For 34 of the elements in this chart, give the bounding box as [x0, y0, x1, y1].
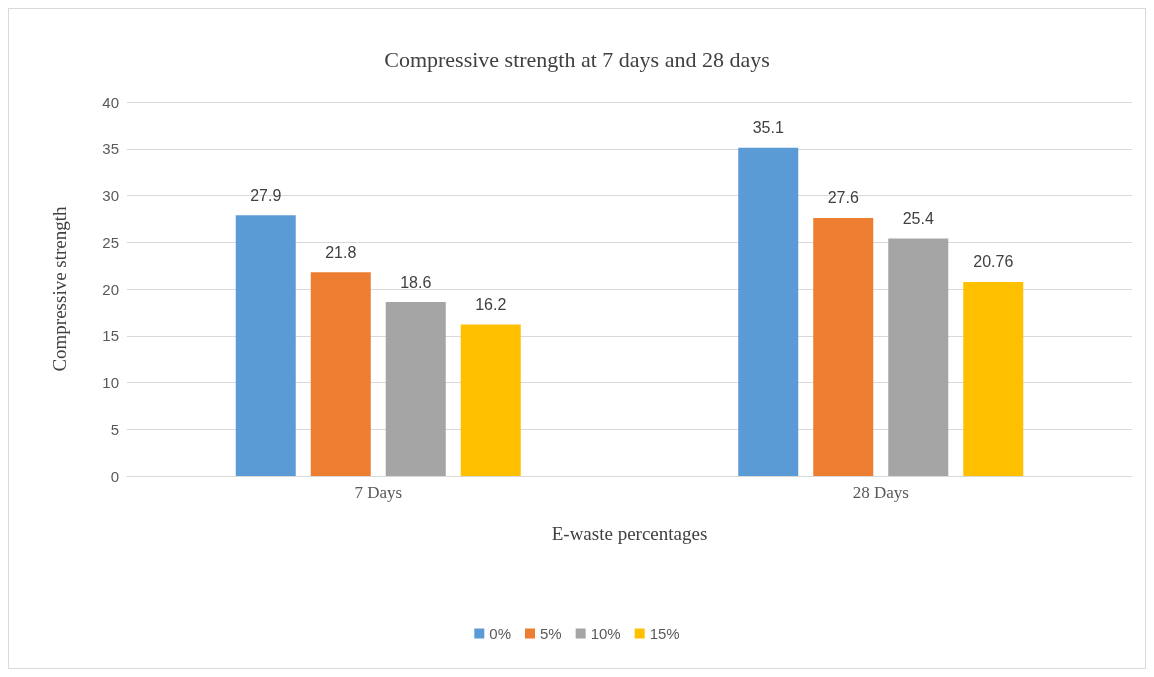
legend-label: 0% — [489, 625, 511, 642]
data-label: 27.6 — [827, 189, 859, 207]
x-axis-title: E-waste percentages — [551, 523, 708, 544]
data-label: 35.1 — [752, 119, 784, 137]
y-tick-label: 20 — [102, 280, 119, 298]
bar — [385, 302, 446, 476]
legend-label: 15% — [649, 625, 680, 642]
y-tick-label: 35 — [102, 140, 119, 158]
bar — [813, 217, 874, 476]
x-tick-label: 7 Days — [354, 483, 403, 502]
data-label: 21.8 — [325, 243, 357, 261]
chart-title: Compressive strength at 7 days and 28 days — [384, 46, 770, 72]
data-label: 18.6 — [400, 273, 432, 291]
y-axis-title: Compressive strength — [49, 205, 70, 372]
bar — [888, 238, 949, 476]
bar — [460, 324, 521, 476]
bar — [310, 272, 371, 476]
bar — [738, 147, 799, 476]
x-tick-label: 28 Days — [852, 483, 909, 502]
data-label: 25.4 — [902, 210, 934, 228]
y-tick-label: 30 — [102, 187, 119, 204]
data-label: 27.9 — [250, 186, 282, 204]
y-tick-label: 25 — [102, 233, 119, 251]
y-tick-label: 5 — [110, 420, 119, 438]
data-label: 16.2 — [475, 296, 507, 314]
bar — [963, 281, 1024, 476]
y-tick-label: 10 — [102, 374, 119, 391]
data-label: 20.76 — [973, 253, 1014, 271]
bar — [235, 215, 296, 476]
y-tick-label: 15 — [102, 327, 119, 345]
legend-label: 10% — [590, 625, 621, 642]
y-tick-label: 40 — [102, 93, 119, 111]
y-tick-label: 0 — [110, 467, 119, 485]
legend-label: 5% — [539, 625, 562, 642]
